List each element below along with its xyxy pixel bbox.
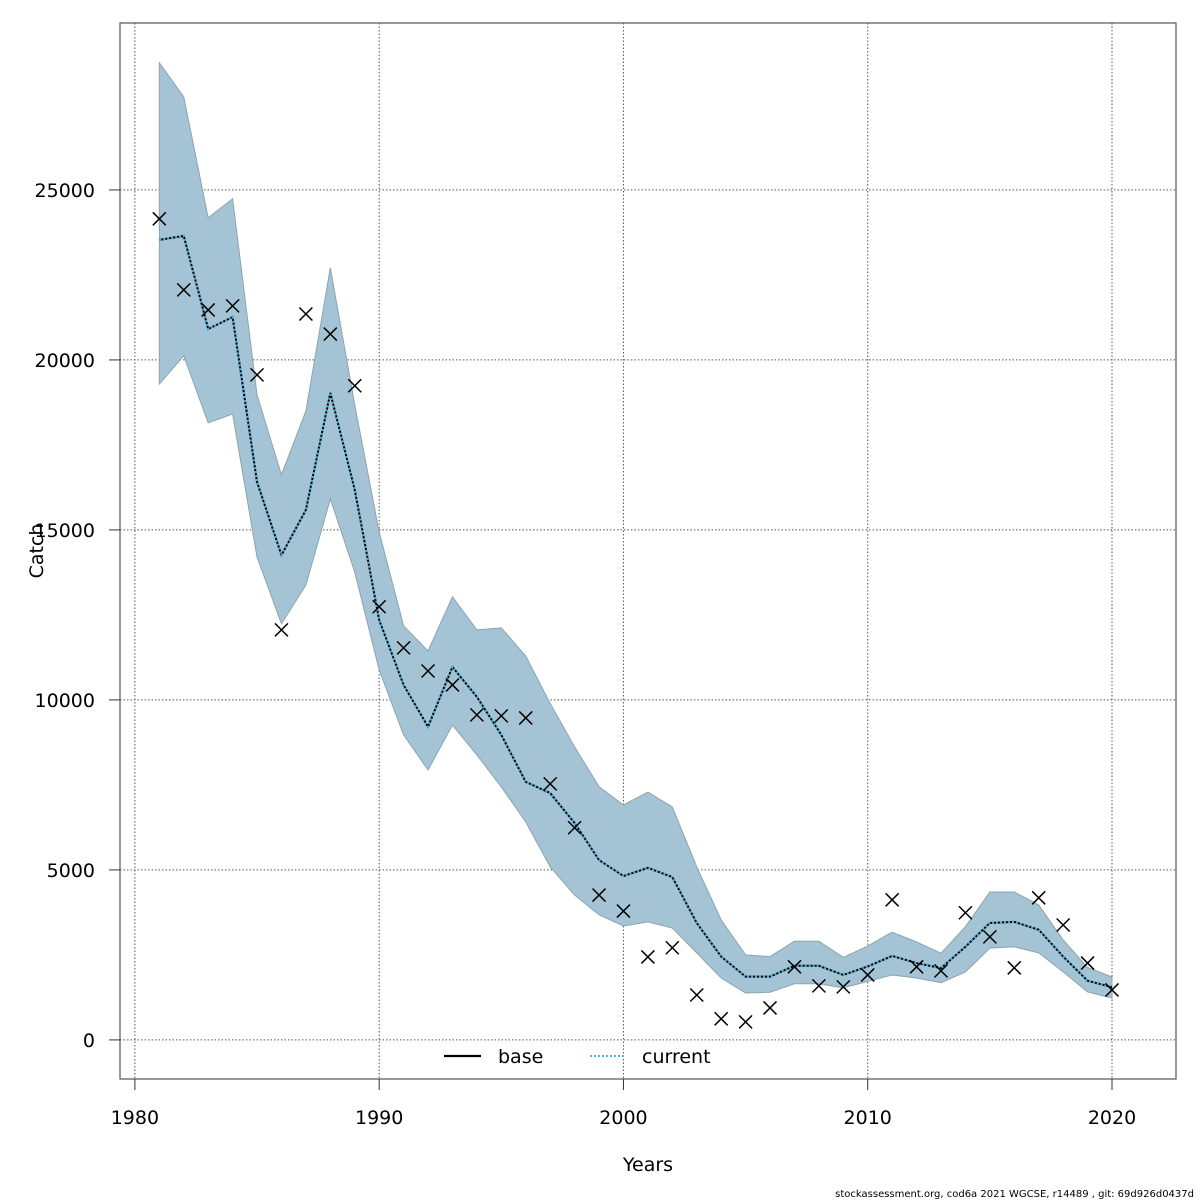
confidence-band: [158, 61, 1113, 999]
legend-label-base: base: [498, 1046, 543, 1068]
observed-point: [640, 949, 655, 964]
observed-point: [421, 663, 436, 679]
observed-point: [689, 987, 704, 1003]
plot-frame: [119, 22, 1177, 1080]
x-tick-label: 1980: [111, 1107, 159, 1129]
observed-point: [494, 708, 509, 723]
y-tick-label: 15000: [35, 520, 95, 542]
observed-point: [543, 776, 558, 791]
observed-point: [567, 820, 582, 835]
y-tick-label: 0: [83, 1030, 95, 1052]
observed-point: [836, 979, 851, 994]
footer-credit: stockassessment.org, cod6a 2021 WGCSE, r…: [835, 1189, 1194, 1200]
y-axis: 0 5000 10000 15000 20000 25000: [35, 180, 120, 1052]
observed-point: [909, 959, 924, 974]
series-line-base: [159, 234, 1113, 989]
x-tick-label: 1990: [355, 1107, 403, 1129]
observed-point: [323, 327, 338, 342]
observed-point: [665, 940, 680, 955]
x-axis-title: Years: [622, 1154, 673, 1176]
observed-point: [982, 929, 997, 944]
y-tick-label: 10000: [35, 690, 95, 712]
observed-point: [714, 1011, 729, 1026]
y-tick-label: 5000: [47, 860, 95, 882]
observed-point: [958, 905, 973, 920]
observed-point: [811, 978, 826, 993]
observed-point: [1031, 890, 1046, 905]
observed-point: [469, 707, 484, 722]
observed-point: [298, 306, 313, 322]
observed-point: [518, 710, 533, 725]
observed-point: [885, 892, 900, 907]
observed-point: [225, 298, 240, 313]
observed-point: [1007, 960, 1022, 975]
observed-point: [762, 1000, 778, 1015]
observed-point: [445, 677, 460, 692]
observed-point: [860, 967, 875, 982]
observed-point: [933, 963, 949, 978]
observed-point: [1056, 917, 1071, 933]
observed-point: [738, 1014, 753, 1029]
x-tick-label: 2010: [844, 1107, 892, 1129]
legend-label-current: current: [642, 1046, 711, 1068]
observed-point: [787, 959, 802, 974]
x-tick-label: 2020: [1088, 1107, 1136, 1129]
observed-point: [347, 378, 362, 393]
observed-point: [250, 367, 265, 382]
legend: base current: [444, 1046, 711, 1068]
observed-point: [201, 302, 216, 317]
observed-points: [152, 211, 1120, 1029]
observed-point: [396, 640, 411, 655]
x-axis: 1980 1990 2000 2010 2020: [111, 1079, 1136, 1129]
observed-point: [152, 211, 167, 226]
y-tick-label: 20000: [35, 350, 95, 372]
y-axis-title: Catch: [26, 524, 48, 579]
observed-point: [1104, 982, 1120, 997]
x-tick-label: 2000: [599, 1107, 647, 1129]
observed-point: [372, 599, 387, 614]
observed-point: [591, 888, 607, 903]
observed-point: [1080, 956, 1095, 971]
observed-point: [176, 282, 191, 297]
y-tick-label: 25000: [35, 180, 95, 202]
observed-point: [616, 904, 631, 919]
observed-point: [274, 622, 289, 637]
